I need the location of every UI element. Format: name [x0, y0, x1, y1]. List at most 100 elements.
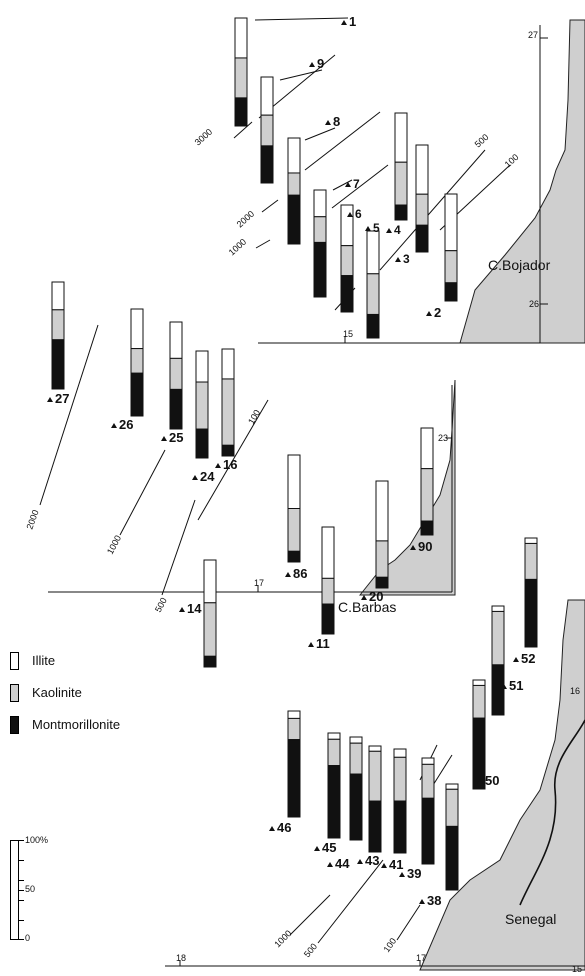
station-26-marker-icon: [111, 423, 117, 428]
station-27-montmorillonite-segment: [51, 339, 65, 390]
station-4-label: 4: [394, 223, 401, 237]
percent-scale: 100% 50 0: [10, 835, 70, 946]
depth-label: 100: [381, 936, 398, 954]
station-1-montmorillonite-segment: [234, 97, 248, 127]
station-20: 20: [361, 480, 389, 604]
tick-marks: [179, 37, 548, 966]
station-3-montmorillonite-segment: [415, 224, 429, 253]
station-38: 38: [419, 783, 459, 908]
station-90-illite-segment: [420, 427, 434, 470]
station-39-kaolinite-segment: [421, 763, 435, 799]
station-4-marker-icon: [386, 228, 392, 233]
station-41-illite-segment: [393, 748, 407, 758]
station-52-kaolinite-segment: [524, 542, 538, 580]
station-27-illite-segment: [51, 281, 65, 311]
station-52-marker-icon: [513, 657, 519, 662]
station-25-marker-icon: [161, 436, 167, 441]
station-46-label: 46: [277, 820, 291, 835]
station-7-marker-icon: [345, 182, 351, 187]
station-20-marker-icon: [361, 595, 367, 600]
station-2-illite-segment: [444, 193, 458, 252]
station-38-label: 38: [427, 893, 441, 908]
station-44: 44: [327, 736, 363, 871]
station-5-label: 5: [373, 221, 380, 235]
legend: Illite Kaolinite Montmorillonite: [10, 652, 210, 748]
land-bojador: [459, 19, 585, 344]
station-11: 11: [308, 526, 335, 651]
coord-label: 17: [416, 953, 426, 963]
station-90-kaolinite-segment: [420, 468, 434, 522]
station-8-kaolinite-segment: [287, 172, 301, 196]
station-51: 51: [491, 605, 523, 716]
depth-label: 500: [473, 132, 491, 149]
station-52-illite-segment: [524, 537, 538, 544]
station-52-label: 52: [521, 651, 535, 666]
station-52-montmorillonite-segment: [524, 578, 538, 648]
station-20-kaolinite-segment: [375, 540, 389, 578]
station-43-kaolinite-segment: [368, 750, 382, 802]
station-24-kaolinite-segment: [195, 381, 209, 430]
station-14-label: 14: [187, 601, 202, 616]
station-1-marker-icon: [341, 20, 347, 25]
coord-label: 15: [572, 964, 582, 974]
station-51-illite-segment: [491, 605, 505, 612]
depth-label: 100: [246, 408, 262, 426]
station-8-marker-icon: [325, 120, 331, 125]
station-8: 8: [287, 114, 340, 245]
station-50-kaolinite-segment: [472, 684, 486, 719]
station-41-kaolinite-segment: [393, 756, 407, 802]
depth-label: 1000: [105, 534, 123, 556]
station-41-marker-icon: [381, 863, 387, 868]
station-38-illite-segment: [445, 783, 459, 790]
station-7-label: 7: [353, 177, 360, 191]
station-90-label: 90: [418, 539, 432, 554]
station-25-illite-segment: [169, 321, 183, 359]
station-3-illite-segment: [415, 144, 429, 195]
station-8-montmorillonite-segment: [287, 194, 301, 245]
station-6: 6: [340, 204, 362, 313]
station-27-marker-icon: [47, 397, 53, 402]
coord-label: 27: [528, 30, 538, 40]
station-3-label: 3: [403, 252, 410, 266]
scale-label-top: 100%: [25, 835, 49, 845]
station-7-montmorillonite-segment: [313, 241, 327, 298]
coord-label: 17: [254, 578, 264, 588]
depth-label: 2000: [235, 209, 257, 230]
station-9-montmorillonite-segment: [260, 145, 274, 184]
depth-label: 100: [503, 152, 521, 169]
station-9-marker-icon: [309, 62, 315, 67]
kaolinite-swatch: [10, 684, 19, 702]
legend-item-illite: Illite: [10, 652, 210, 684]
station-20-montmorillonite-segment: [375, 576, 389, 589]
station-2-marker-icon: [426, 311, 432, 316]
station-16-label: 16: [223, 457, 237, 472]
station-39: 39: [399, 757, 435, 881]
station-14-marker-icon: [179, 607, 185, 612]
station-51-kaolinite-segment: [491, 610, 505, 666]
station-24-marker-icon: [192, 475, 198, 480]
station-51-marker-icon: [501, 684, 507, 689]
station-3: 3: [395, 144, 429, 266]
station-43-label: 43: [365, 853, 379, 868]
coord-label: 16: [570, 686, 580, 696]
station-14-montmorillonite-segment: [203, 655, 217, 668]
depth-label: 3000: [193, 127, 215, 148]
illite-swatch: [10, 652, 19, 670]
station-25: 25: [161, 321, 183, 445]
station-11-marker-icon: [308, 642, 314, 647]
station-46: 46: [269, 710, 301, 835]
station-26-kaolinite-segment: [130, 348, 144, 374]
station-11-label: 11: [316, 636, 330, 651]
station-46-marker-icon: [269, 826, 275, 831]
station-27-label: 27: [55, 391, 69, 406]
station-43-marker-icon: [357, 859, 363, 864]
station-24-illite-segment: [195, 350, 209, 383]
station-16-kaolinite-segment: [221, 378, 235, 446]
station-4-kaolinite-segment: [394, 161, 408, 206]
legend-label-illite: Illite: [32, 653, 56, 668]
station-9-label: 9: [317, 56, 324, 71]
station-39-montmorillonite-segment: [421, 797, 435, 865]
station-45-label: 45: [322, 840, 336, 855]
coordinate-labels: 27 26 15 23 17 16 18 17 15: [176, 30, 582, 974]
station-38-kaolinite-segment: [445, 788, 459, 827]
